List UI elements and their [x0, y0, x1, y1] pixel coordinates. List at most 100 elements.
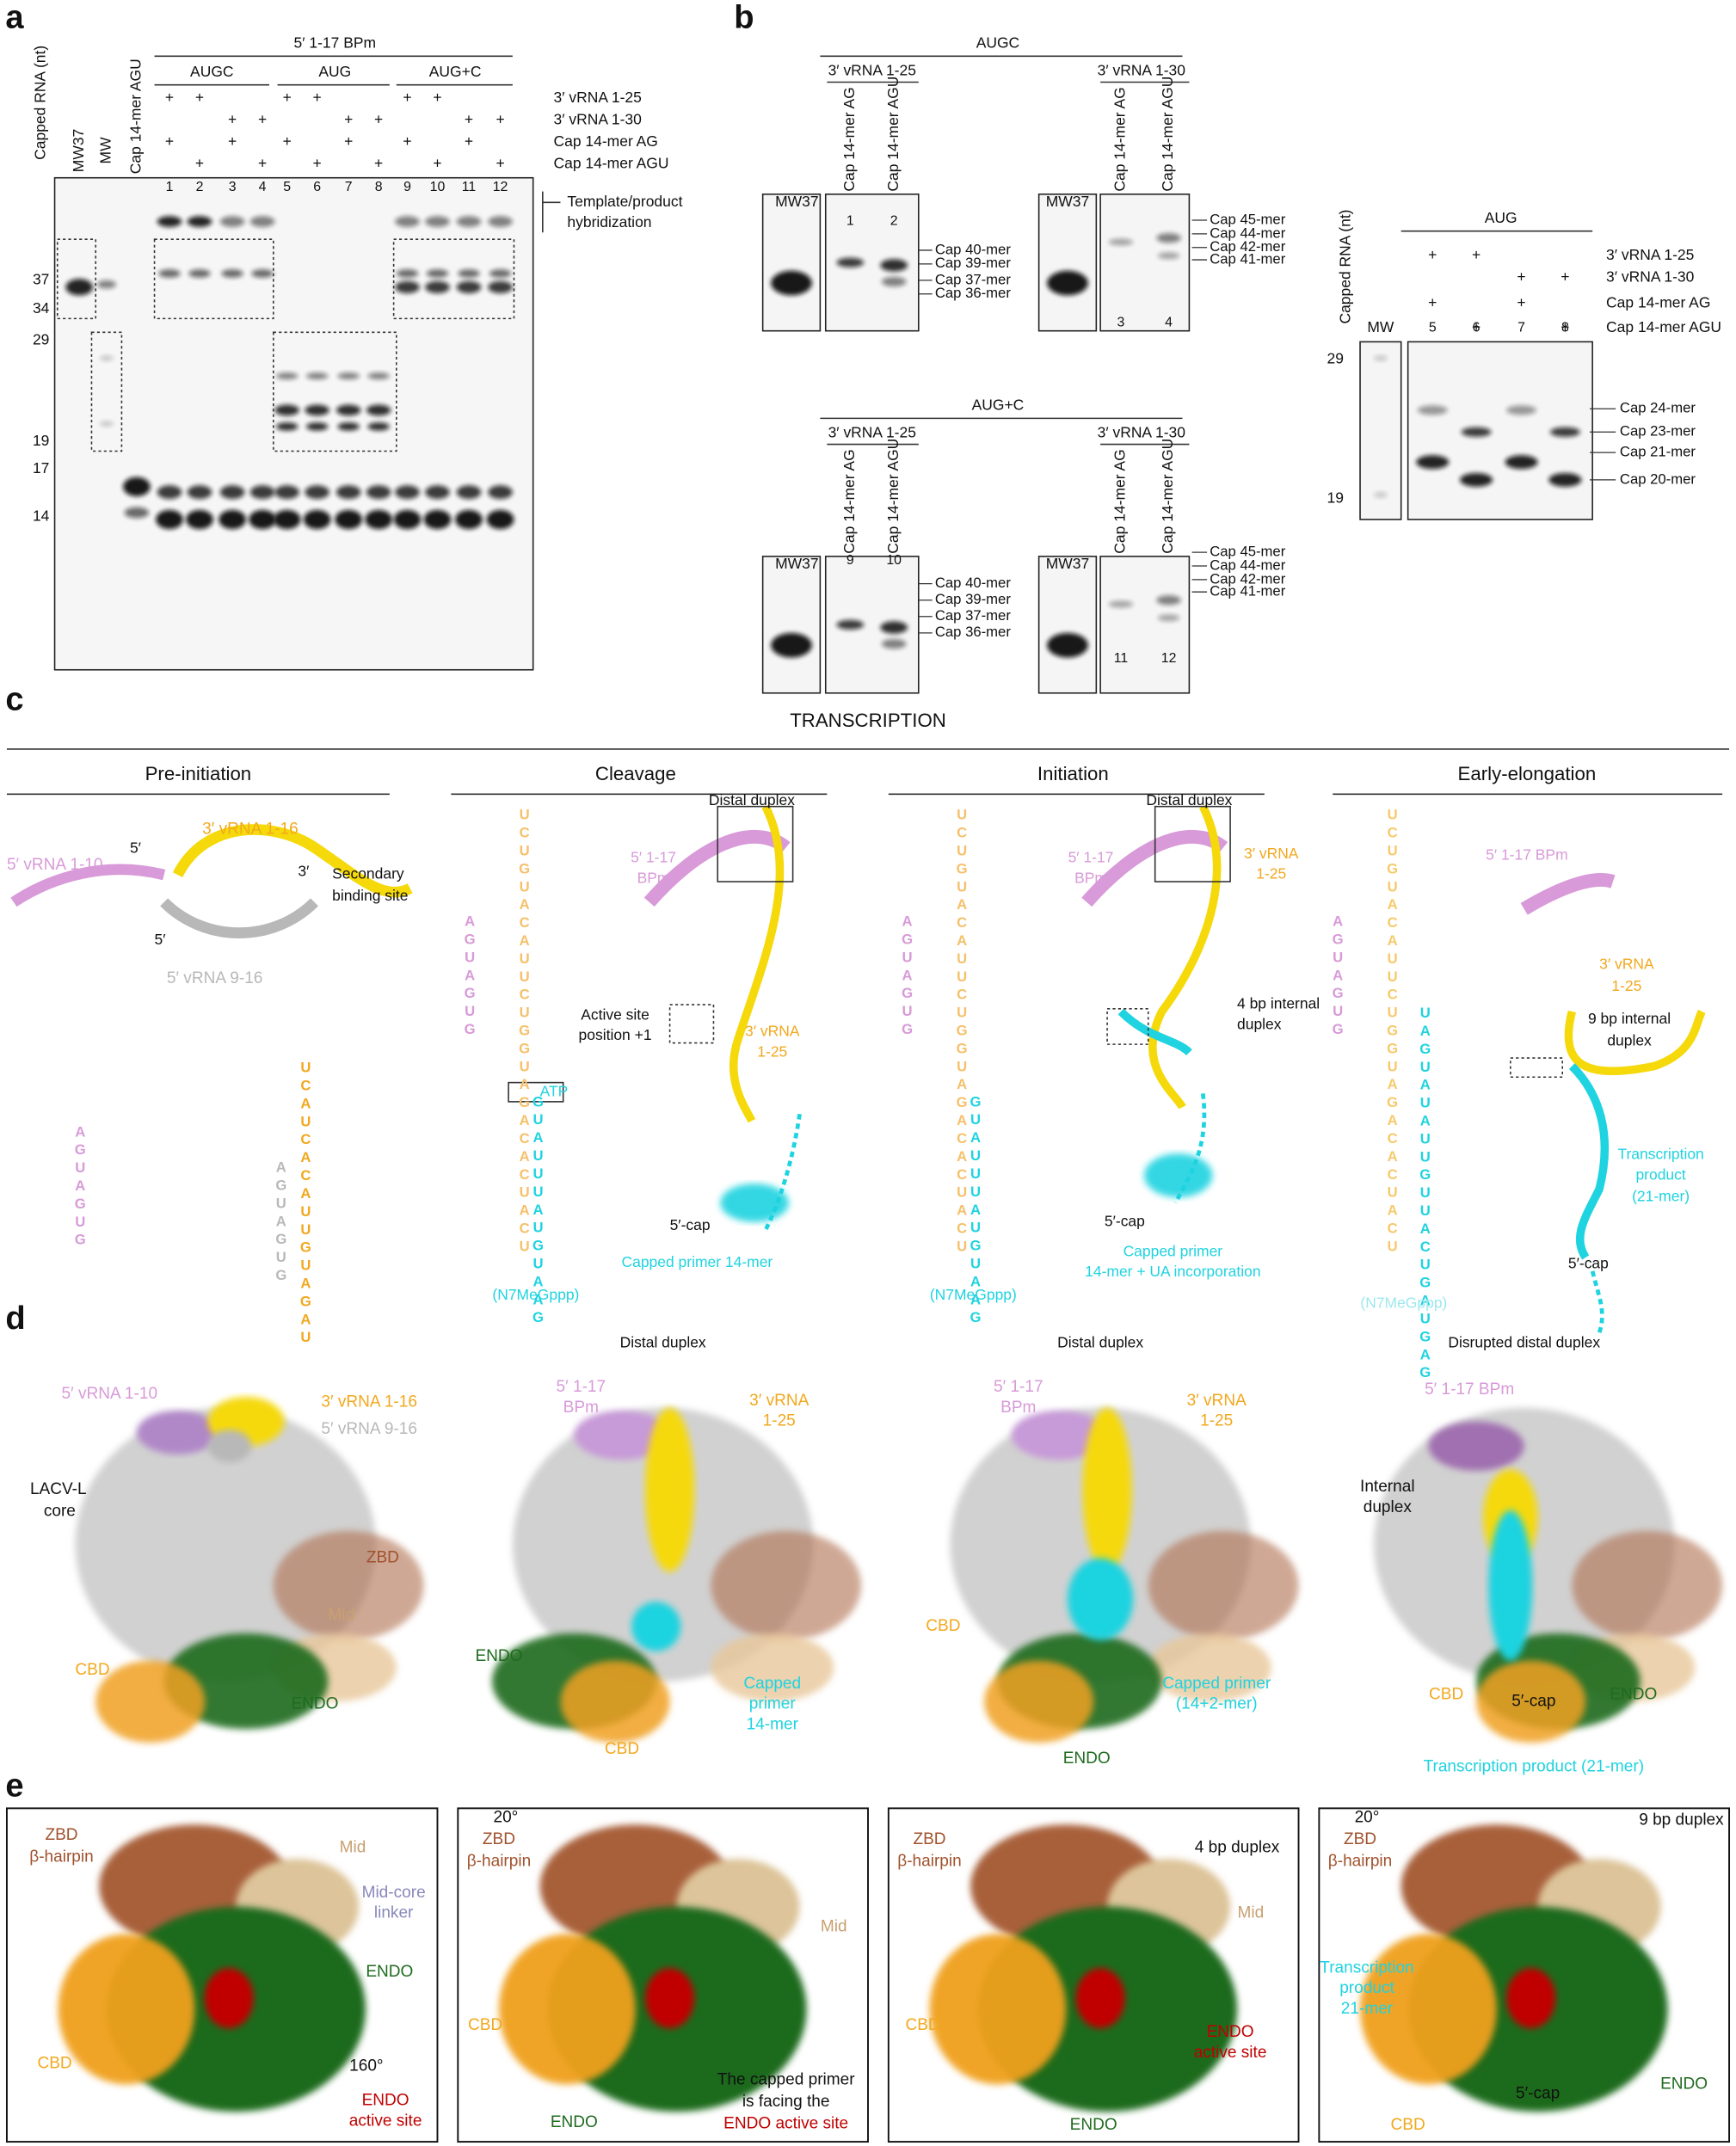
- gel-band: [303, 509, 331, 530]
- rna-label: (21-mer): [1632, 1188, 1690, 1205]
- plus: +: [496, 154, 504, 171]
- annotation: hybridization: [567, 213, 651, 231]
- box: [56, 238, 97, 320]
- plus: +: [258, 154, 267, 171]
- structure-path: [172, 824, 413, 898]
- gel-band: [275, 372, 299, 380]
- size-marker: 34: [33, 299, 50, 317]
- structure: [1075, 1968, 1125, 2029]
- domain-label: The capped primer: [717, 2071, 856, 2089]
- domain-label: CBD: [1429, 1686, 1463, 1704]
- structure-path: [160, 898, 318, 938]
- gel-band: [365, 509, 393, 530]
- gel-band: [274, 404, 299, 416]
- domain-label: 14-mer: [747, 1715, 799, 1733]
- condition-label: 3′ vRNA 1-30: [554, 111, 643, 128]
- band-label: Cap 23-mer: [1620, 423, 1696, 440]
- annotation: 5′-cap: [670, 1216, 711, 1233]
- gel-band: [488, 280, 513, 293]
- gel-band: [1460, 472, 1493, 487]
- plus: +: [1517, 294, 1525, 311]
- domain-label: β-hairpin: [29, 1848, 93, 1866]
- lane-number: 6: [313, 180, 321, 194]
- structure: [574, 1410, 670, 1460]
- domain-label: Capped: [743, 1675, 801, 1693]
- gel-band: [274, 485, 299, 500]
- rna-label: 5′ 1-17: [1068, 849, 1114, 866]
- domain-label: CBD: [37, 2055, 71, 2073]
- plus: +: [313, 89, 322, 106]
- domain-label: Mid: [340, 1838, 366, 1856]
- structure: [1148, 1633, 1271, 1702]
- structure: [1506, 1968, 1556, 2029]
- box: [761, 193, 822, 332]
- lane-number: 8: [1561, 321, 1569, 335]
- plus: +: [433, 89, 441, 106]
- gel-band: [99, 355, 114, 361]
- structure-path: [1117, 1008, 1192, 1056]
- lane-number: 4: [259, 180, 267, 194]
- domain-label: 21-mer: [1341, 2000, 1394, 2018]
- gel-band: [249, 216, 275, 227]
- gel-band: [426, 269, 449, 278]
- size-marker: 14: [33, 507, 50, 524]
- domain-label: β-hairpin: [1328, 1852, 1392, 1870]
- size-marker: 17: [33, 459, 49, 477]
- lane-header: MW: [97, 137, 114, 164]
- rna-label: 14-mer + UA incorporation: [1085, 1263, 1260, 1280]
- size-marker: 29: [33, 330, 49, 347]
- gel-band: [1373, 355, 1388, 361]
- gel-band: [1461, 427, 1492, 437]
- gel-band: [1108, 238, 1134, 246]
- rna-label: 3′ vRNA: [745, 1022, 800, 1039]
- sequence: AGUAGUG: [462, 913, 478, 1039]
- primer-label: Cap 14-mer AG: [840, 449, 858, 553]
- panel-title: Distal duplex: [620, 1334, 706, 1351]
- gel-band: [367, 372, 390, 380]
- panel-label: a: [5, 0, 24, 35]
- template-label: 3′ vRNA 1-30: [1098, 423, 1186, 440]
- structure: [1082, 1407, 1132, 1572]
- structure: [95, 1660, 206, 1743]
- domain-label: active site: [1194, 2044, 1267, 2062]
- annotation: position +1: [579, 1026, 652, 1043]
- structure: [58, 1934, 195, 2085]
- lane-number: 1: [846, 214, 854, 229]
- gel-band: [187, 216, 212, 227]
- box: [90, 331, 123, 452]
- panel-label: b: [734, 0, 754, 35]
- panel-title: Disrupted distal duplex: [1448, 1334, 1600, 1351]
- band-label: Cap 40-mer: [935, 575, 1011, 591]
- plus: +: [283, 132, 292, 150]
- plus: +: [165, 132, 174, 150]
- box: [1510, 1057, 1563, 1079]
- gel-band: [249, 485, 275, 500]
- domain-label: Mid: [1238, 1904, 1265, 1922]
- structure-path: [1520, 873, 1616, 915]
- structure: [1011, 1410, 1108, 1460]
- plus: +: [465, 132, 473, 150]
- stage-title: Pre-initiation: [145, 763, 252, 784]
- plus: +: [165, 89, 174, 106]
- box: [761, 556, 822, 694]
- gel-band: [221, 269, 243, 278]
- gel-band: [456, 216, 482, 227]
- marker-label: MW: [1367, 318, 1394, 335]
- plus: +: [195, 154, 204, 171]
- lane-number: 7: [345, 180, 353, 194]
- band-label: Cap 20-mer: [1620, 470, 1696, 487]
- end-label: 5′: [130, 839, 141, 857]
- plus: +: [258, 111, 267, 128]
- domain-label: 160°: [349, 2057, 383, 2075]
- gel-band: [96, 280, 117, 289]
- domain-label: ZBD: [45, 1826, 77, 1844]
- structure: [644, 1407, 695, 1572]
- plus: +: [1561, 267, 1569, 285]
- lane-number: 9: [403, 180, 411, 194]
- lane-number: 12: [1161, 651, 1177, 666]
- gel-band: [187, 485, 212, 500]
- domain-label: active site: [349, 2112, 422, 2130]
- gel-band: [1156, 595, 1181, 606]
- lane-header: MW37: [70, 129, 87, 172]
- panel-label: e: [5, 1768, 23, 1805]
